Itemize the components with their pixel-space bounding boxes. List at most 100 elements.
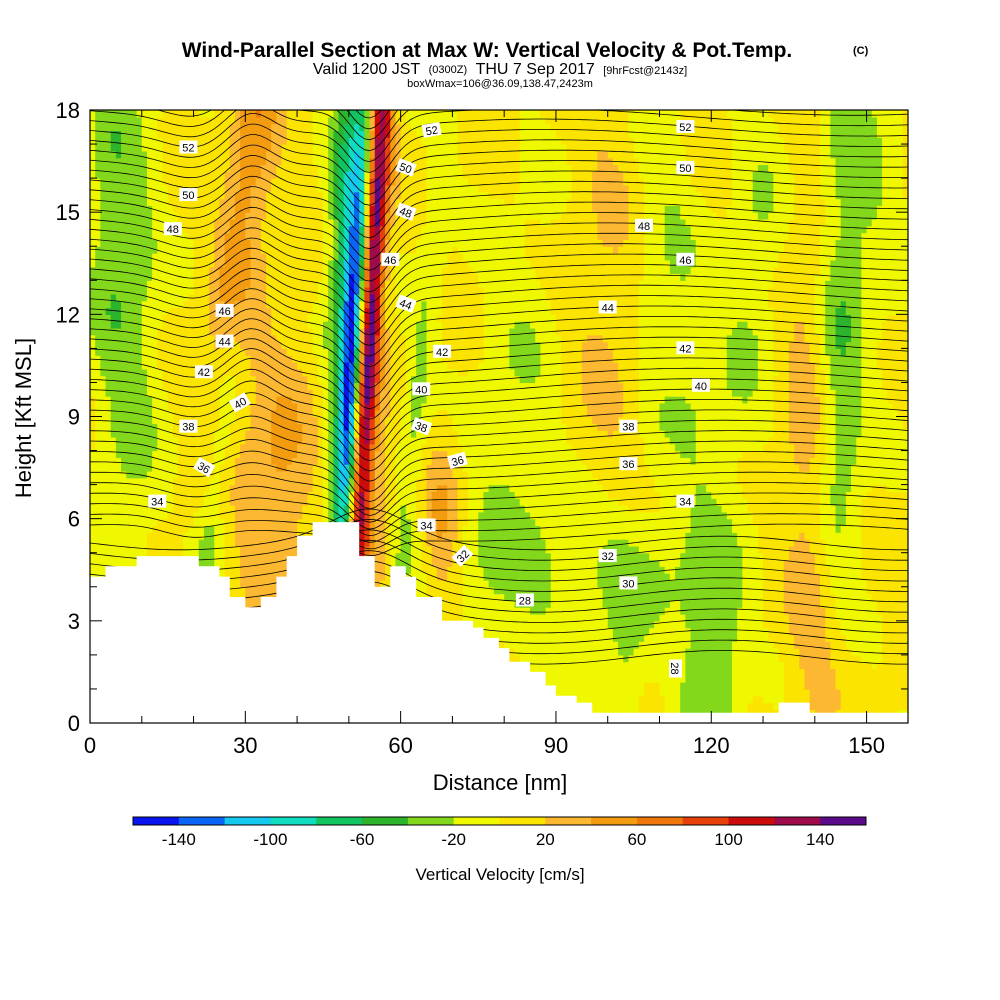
theta-label-bg <box>228 392 251 413</box>
velocity-cell <box>835 110 842 200</box>
velocity-cell <box>649 511 655 561</box>
theta-label-bg <box>179 188 198 202</box>
velocity-cell <box>737 484 743 547</box>
velocity-cell <box>602 150 609 247</box>
colorbar-swatch <box>407 817 455 825</box>
velocity-cell <box>638 552 645 642</box>
theta-label-bg <box>381 252 400 266</box>
velocity-cell <box>737 545 743 608</box>
velocity-cell <box>768 702 774 723</box>
velocity-cell <box>229 218 236 309</box>
velocity-cell <box>519 607 526 663</box>
velocity-cell <box>359 341 365 363</box>
theta-label-bg <box>515 593 534 607</box>
velocity-cell <box>307 327 314 390</box>
colorbar-swatch <box>133 817 180 825</box>
velocity-cell <box>581 110 588 343</box>
velocity-cell <box>354 491 360 520</box>
velocity-cell <box>566 198 573 445</box>
velocity-cell <box>768 110 774 118</box>
velocity-cell <box>234 191 241 302</box>
velocity-cell <box>172 212 179 309</box>
theta-label: 50 <box>395 158 417 177</box>
velocity-cell <box>845 341 852 493</box>
velocity-cell <box>354 423 360 438</box>
velocity-cell <box>452 110 459 247</box>
velocity-cell <box>737 110 743 322</box>
theta-contour-line <box>90 415 908 482</box>
velocity-cell <box>110 110 117 132</box>
theta-label-bg <box>421 121 442 138</box>
velocity-cell <box>581 402 588 465</box>
velocity-cell <box>291 402 298 458</box>
velocity-cell <box>234 457 241 547</box>
velocity-cell <box>757 450 764 554</box>
velocity-cell <box>457 110 464 166</box>
velocity-cell <box>359 382 365 418</box>
velocity-cell <box>597 334 604 431</box>
velocity-cell <box>198 505 205 540</box>
theta-label-bg <box>395 294 417 313</box>
velocity-cell <box>447 457 454 567</box>
velocity-cell <box>219 464 226 520</box>
velocity-cell <box>649 110 655 479</box>
velocity-cell <box>426 464 433 547</box>
velocity-cell <box>467 110 474 186</box>
theta-contour-line <box>90 155 908 217</box>
velocity-cell <box>550 110 557 132</box>
velocity-cell <box>788 171 795 220</box>
colorbar-tick-label: 140 <box>806 830 834 849</box>
theta-contour-line <box>90 482 908 530</box>
velocity-cell <box>607 436 614 499</box>
velocity-cell <box>141 110 148 152</box>
theta-contour-line <box>90 461 908 516</box>
velocity-cell <box>685 225 692 275</box>
velocity-cell <box>716 218 723 506</box>
theta-label-text: 28 <box>519 595 531 607</box>
theta-contour-line <box>90 513 908 550</box>
velocity-cell <box>794 539 800 649</box>
velocity-cell <box>286 396 293 465</box>
velocity-cell <box>592 477 598 723</box>
velocity-cell <box>333 259 340 418</box>
velocity-cell <box>224 341 231 377</box>
velocity-cell <box>545 225 552 302</box>
velocity-cell <box>421 144 428 227</box>
velocity-cell <box>612 539 619 642</box>
y-tick-label: 12 <box>56 302 80 327</box>
velocity-cell <box>90 266 96 336</box>
velocity-cell <box>348 402 355 431</box>
velocity-cell <box>152 110 158 241</box>
velocity-cell <box>535 110 542 220</box>
velocity-cell <box>752 450 759 527</box>
velocity-cell <box>312 164 319 302</box>
velocity-cell <box>897 314 904 418</box>
theta-contour-line <box>90 392 908 462</box>
velocity-cell <box>250 110 257 186</box>
velocity-cell <box>354 293 360 322</box>
velocity-cell <box>514 375 521 499</box>
velocity-cell <box>229 334 236 377</box>
colorbar-swatch <box>591 817 638 825</box>
velocity-cell <box>576 457 583 704</box>
velocity-cell <box>483 491 490 581</box>
velocity-cell <box>659 402 666 431</box>
velocity-cell <box>680 682 686 717</box>
velocity-cell <box>747 450 754 513</box>
velocity-cell <box>343 362 350 431</box>
theta-label-bg <box>598 549 617 563</box>
theta-contour-line <box>90 110 908 163</box>
velocity-cell <box>359 327 365 343</box>
velocity-cell <box>452 477 459 540</box>
velocity-cell <box>348 443 355 465</box>
velocity-cell <box>876 137 883 206</box>
velocity-cell <box>499 484 505 595</box>
velocity-cell <box>628 511 635 547</box>
velocity-cell <box>524 218 531 261</box>
velocity-cell <box>664 205 671 261</box>
velocity-cell <box>545 607 552 690</box>
velocity-cell <box>343 464 350 486</box>
velocity-cell <box>545 552 552 608</box>
velocity-cell <box>416 477 422 533</box>
theta-label: 52 <box>179 140 198 155</box>
